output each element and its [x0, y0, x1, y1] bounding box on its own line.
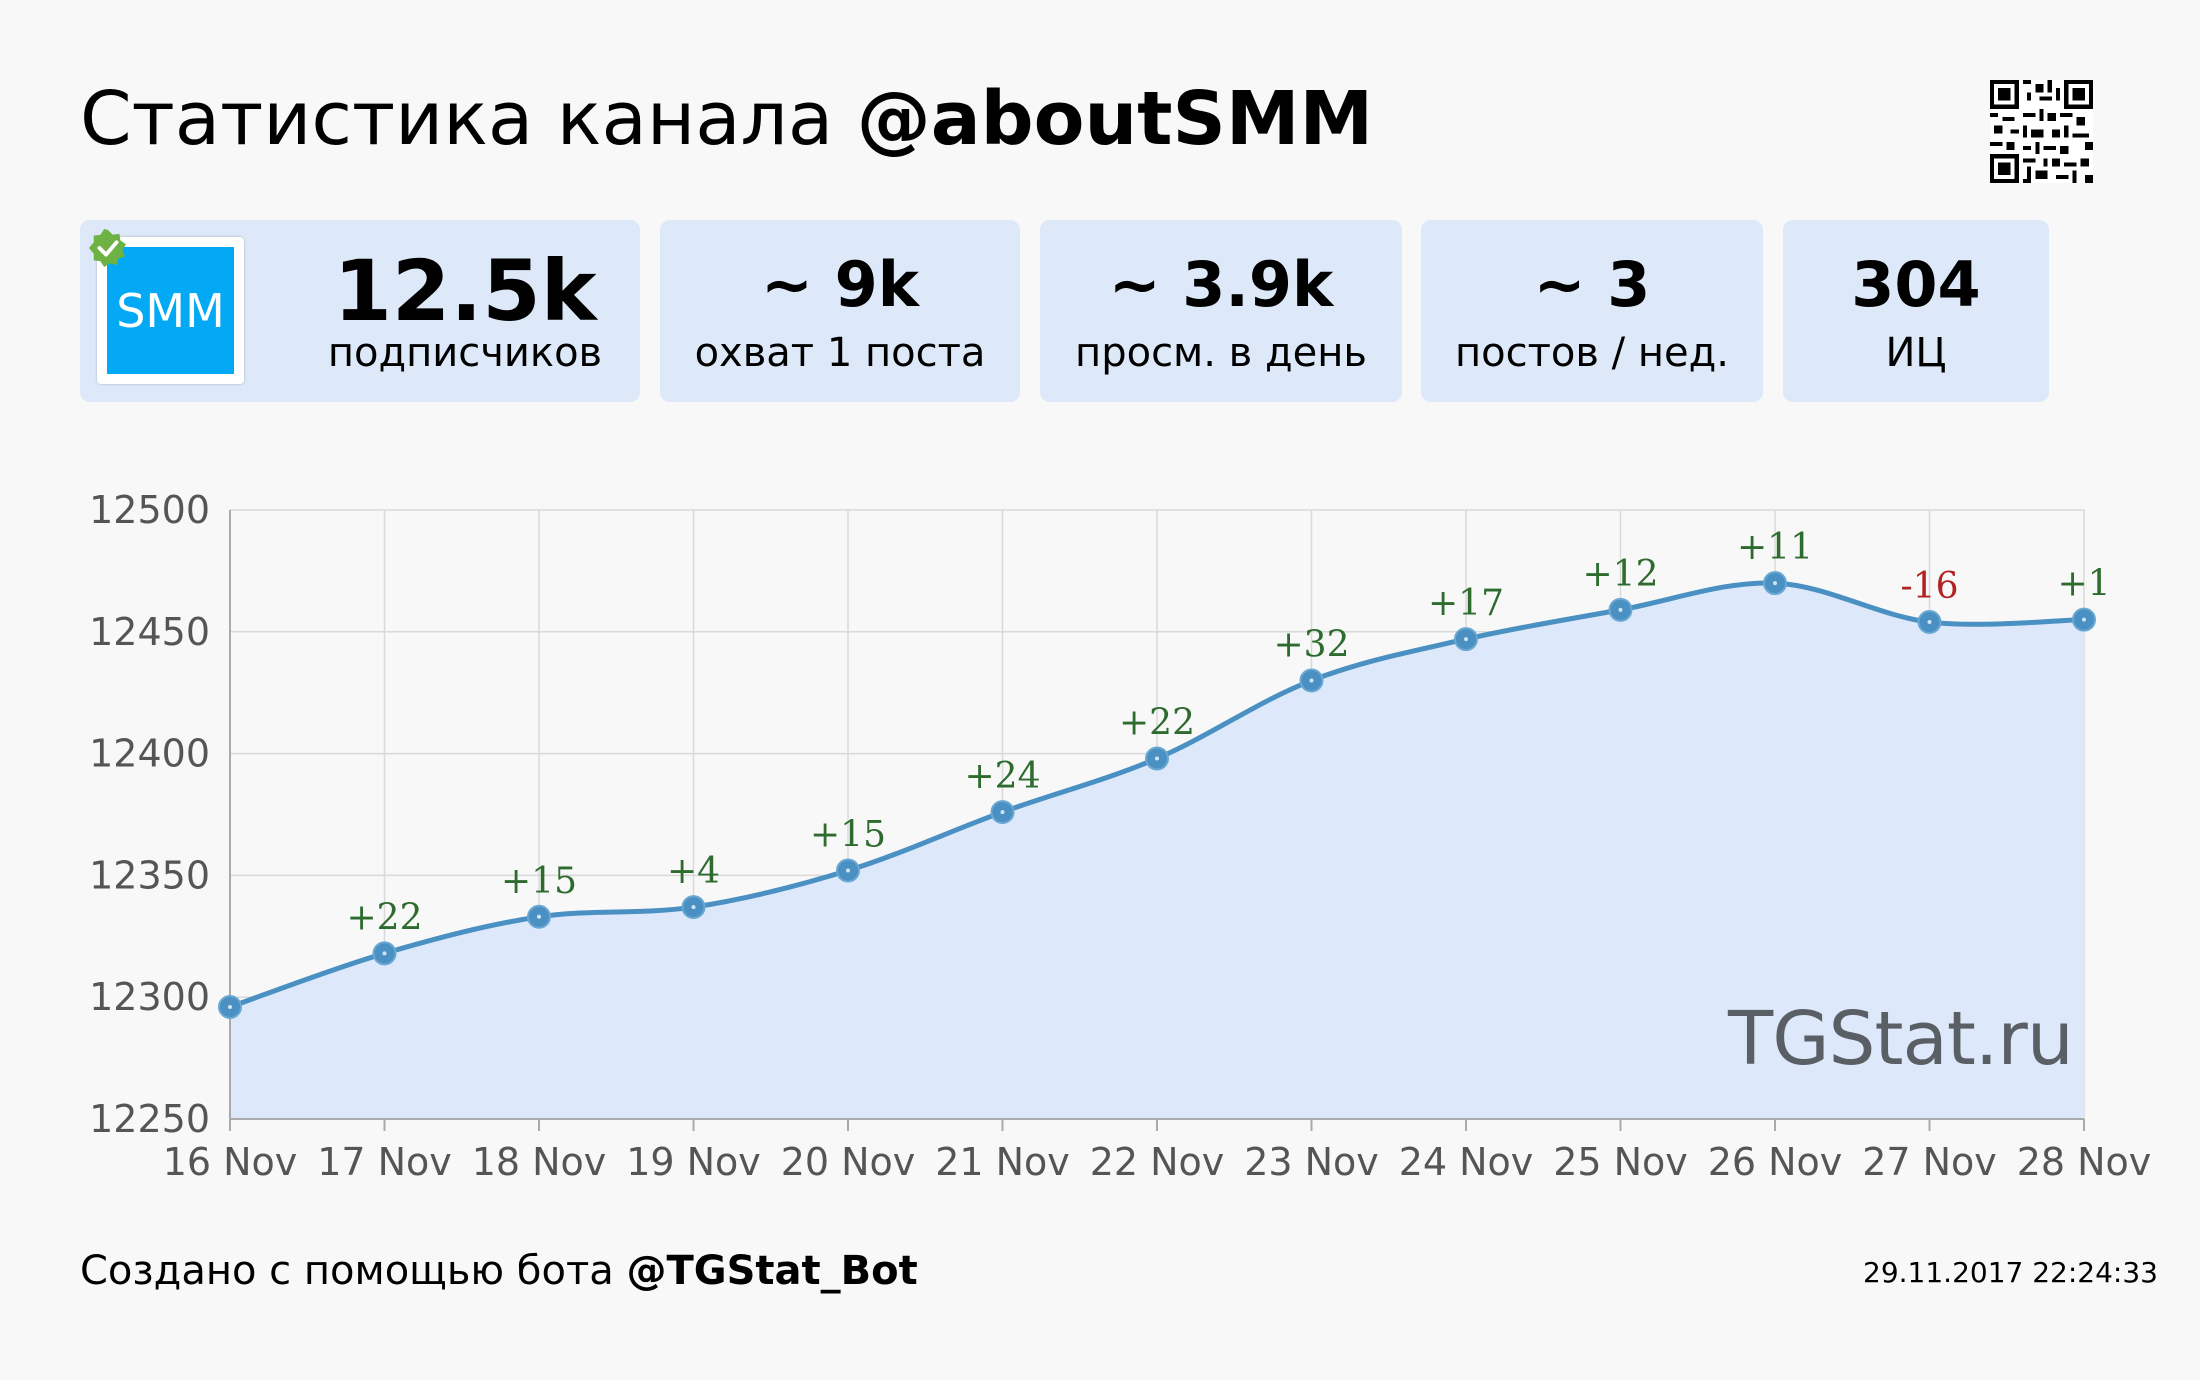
avatar-text: SMM — [107, 247, 234, 374]
data-point-center — [1618, 607, 1623, 612]
data-point-center — [691, 905, 696, 910]
data-point-center — [1464, 637, 1468, 642]
footer-credit: Создано с помощью бота @TGStat_Bot — [80, 1248, 918, 1294]
qr-code-icon — [1990, 80, 2093, 183]
chart-labels: +22 +15 +4 +15 +24 +22 +32 +17 +12 +11 -16 +1 — [347, 527, 2111, 938]
chart-area-fill — [230, 582, 2084, 1119]
data-label: +1 — [2057, 564, 2110, 605]
views-label: просм. в день — [1075, 330, 1367, 376]
data-point-center — [1155, 756, 1159, 761]
x-tick-label: 22 Nov — [1090, 1140, 1225, 1184]
verified-badge-icon — [89, 229, 127, 267]
data-label: +22 — [347, 897, 423, 938]
data-point-center — [1000, 810, 1005, 815]
data-point-center — [1309, 678, 1314, 683]
data-label: +32 — [1274, 625, 1350, 666]
y-tick-label: 12500 — [89, 488, 210, 532]
reach-value: ~ 9k — [761, 248, 919, 321]
data-point-center — [1773, 581, 1777, 586]
chart-points — [218, 571, 2096, 1019]
posts-label: постов / нед. — [1454, 330, 1729, 376]
y-tick-label: 12350 — [89, 853, 210, 897]
views-value: ~ 3.9k — [1108, 248, 1334, 321]
data-point-center — [537, 914, 541, 919]
data-label: +24 — [965, 756, 1041, 797]
title-prefix: Статистика канала — [80, 76, 834, 162]
views-card: ~ 3.9k просм. в день — [1040, 220, 1402, 402]
citation-index-card: 304 ИЦ — [1783, 220, 2049, 402]
data-label: -16 — [1901, 566, 1959, 607]
x-tick-label: 26 Nov — [1708, 1140, 1843, 1184]
x-tick-label: 17 Nov — [317, 1140, 452, 1184]
x-tick-label: 18 Nov — [472, 1140, 607, 1184]
watermark-text: TGStat.ru — [1728, 996, 2074, 1082]
data-point-center — [382, 951, 387, 956]
footer-prefix: Создано с помощью бота — [80, 1248, 614, 1294]
footer-bot-link[interactable]: @TGStat_Bot — [626, 1248, 918, 1294]
reach-card: ~ 9k охват 1 поста — [660, 220, 1020, 402]
data-label: +4 — [667, 851, 720, 892]
channel-avatar: SMM — [89, 229, 244, 384]
data-label: +17 — [1428, 583, 1504, 624]
timestamp: 29.11.2017 22:24:33 — [1863, 1256, 2158, 1289]
data-point-center — [1927, 620, 1932, 625]
x-tick-label: 21 Nov — [935, 1140, 1070, 1184]
y-tick-label: 12300 — [89, 975, 210, 1019]
subscribers-label: подписчиков — [327, 330, 603, 376]
y-tick-label: 12450 — [89, 610, 210, 654]
subscribers-value: 12.5k — [333, 242, 597, 340]
citation-index-value: 304 — [1851, 248, 1981, 321]
posts-card: ~ 3 постов / нед. — [1421, 220, 1763, 402]
data-label: +15 — [810, 815, 886, 856]
channel-name: @aboutSMM — [856, 76, 1374, 162]
x-tick-label: 16 Nov — [163, 1140, 298, 1184]
x-tick-label: 28 Nov — [2017, 1140, 2152, 1184]
x-tick-label: 19 Nov — [626, 1140, 761, 1184]
x-tick-label: 20 Nov — [781, 1140, 916, 1184]
data-point-center — [228, 1004, 232, 1009]
y-tick-label: 12250 — [89, 1097, 210, 1141]
data-label: +11 — [1737, 527, 1813, 568]
x-tick-label: 25 Nov — [1553, 1140, 1688, 1184]
data-point-center — [2082, 617, 2086, 622]
x-tick-label: 23 Nov — [1244, 1140, 1379, 1184]
data-point-center — [846, 868, 850, 873]
x-tick-label: 24 Nov — [1399, 1140, 1534, 1184]
data-label: +12 — [1583, 554, 1659, 595]
posts-value: ~ 3 — [1533, 248, 1651, 321]
page-title: Статистика канала @aboutSMM — [80, 82, 1373, 156]
x-tick-label: 27 Nov — [1862, 1140, 1997, 1184]
data-label: +15 — [501, 861, 577, 902]
data-label: +22 — [1119, 702, 1195, 743]
reach-label: охват 1 поста — [694, 330, 986, 376]
citation-index-label: ИЦ — [1885, 330, 1947, 376]
y-tick-label: 12400 — [89, 732, 210, 776]
